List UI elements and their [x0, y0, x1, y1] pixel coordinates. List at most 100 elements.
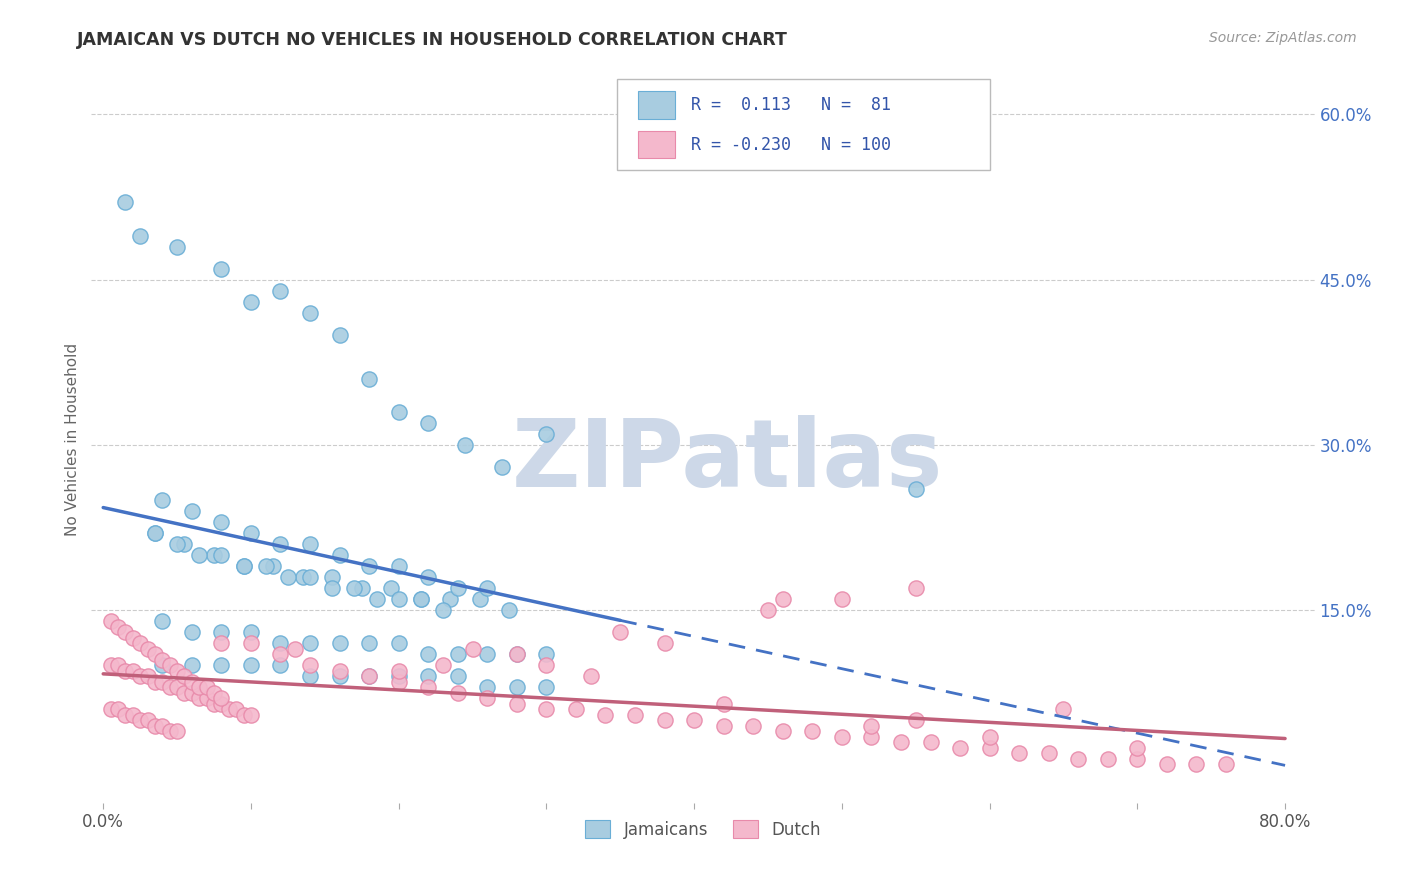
- Point: [756, 603, 779, 617]
- Point: [388, 405, 411, 419]
- Point: [447, 669, 470, 683]
- Point: [831, 592, 853, 607]
- FancyBboxPatch shape: [617, 79, 990, 170]
- Point: [536, 702, 558, 716]
- Point: [624, 707, 647, 722]
- Point: [121, 707, 143, 722]
- Point: [979, 730, 1001, 744]
- Point: [129, 669, 152, 683]
- Point: [477, 581, 499, 595]
- Point: [180, 674, 202, 689]
- Text: Source: ZipAtlas.com: Source: ZipAtlas.com: [1209, 31, 1357, 45]
- Point: [432, 658, 454, 673]
- Point: [159, 658, 181, 673]
- Point: [329, 669, 352, 683]
- Point: [209, 515, 232, 529]
- Point: [202, 697, 225, 711]
- Point: [209, 625, 232, 640]
- Point: [173, 537, 195, 551]
- Point: [860, 719, 883, 733]
- Point: [1126, 740, 1149, 755]
- Point: [359, 372, 381, 386]
- Point: [166, 239, 188, 253]
- Point: [143, 674, 166, 689]
- Point: [536, 658, 558, 673]
- Point: [477, 691, 499, 706]
- Point: [180, 625, 202, 640]
- Point: [343, 581, 366, 595]
- Text: R = -0.230   N = 100: R = -0.230 N = 100: [690, 136, 891, 153]
- Point: [150, 614, 173, 628]
- Point: [143, 525, 166, 540]
- Point: [136, 641, 159, 656]
- Point: [498, 603, 520, 617]
- Point: [136, 713, 159, 727]
- Point: [299, 658, 322, 673]
- Y-axis label: No Vehicles in Household: No Vehicles in Household: [65, 343, 80, 536]
- Point: [388, 669, 411, 683]
- Point: [329, 327, 352, 342]
- Point: [100, 702, 122, 716]
- Point: [209, 636, 232, 650]
- Point: [299, 636, 322, 650]
- Point: [329, 636, 352, 650]
- Point: [595, 707, 617, 722]
- Point: [239, 294, 262, 309]
- Point: [284, 641, 307, 656]
- Point: [269, 284, 291, 298]
- Point: [380, 581, 402, 595]
- Point: [890, 735, 912, 749]
- Point: [409, 592, 432, 607]
- Point: [904, 581, 927, 595]
- Point: [209, 697, 232, 711]
- Point: [114, 625, 136, 640]
- Point: [388, 674, 411, 689]
- Point: [239, 707, 262, 722]
- Point: [269, 636, 291, 650]
- Point: [150, 674, 173, 689]
- Point: [218, 702, 240, 716]
- Point: [150, 492, 173, 507]
- Point: [713, 719, 735, 733]
- Point: [209, 658, 232, 673]
- Point: [579, 669, 602, 683]
- Point: [195, 691, 218, 706]
- Point: [188, 680, 211, 694]
- Point: [209, 548, 232, 562]
- Point: [143, 719, 166, 733]
- Point: [321, 581, 343, 595]
- Point: [536, 426, 558, 441]
- Point: [180, 686, 202, 700]
- Point: [180, 504, 202, 518]
- Point: [173, 686, 195, 700]
- Point: [143, 647, 166, 661]
- Point: [232, 707, 254, 722]
- Point: [461, 641, 484, 656]
- Point: [359, 559, 381, 574]
- Point: [418, 416, 440, 430]
- Point: [609, 625, 631, 640]
- Point: [477, 680, 499, 694]
- Point: [173, 669, 195, 683]
- Point: [166, 680, 188, 694]
- Point: [904, 713, 927, 727]
- Point: [195, 680, 218, 694]
- Point: [1156, 757, 1178, 772]
- Point: [801, 724, 824, 739]
- Point: [742, 719, 765, 733]
- Point: [269, 647, 291, 661]
- Point: [166, 724, 188, 739]
- Point: [506, 647, 529, 661]
- Text: ZIPatlas: ZIPatlas: [512, 415, 943, 508]
- Point: [920, 735, 942, 749]
- Point: [654, 636, 676, 650]
- Point: [121, 631, 143, 645]
- Point: [232, 559, 254, 574]
- Point: [949, 740, 972, 755]
- Point: [262, 559, 284, 574]
- Point: [239, 636, 262, 650]
- Point: [254, 559, 277, 574]
- Point: [329, 664, 352, 678]
- FancyBboxPatch shape: [638, 91, 675, 119]
- Point: [269, 658, 291, 673]
